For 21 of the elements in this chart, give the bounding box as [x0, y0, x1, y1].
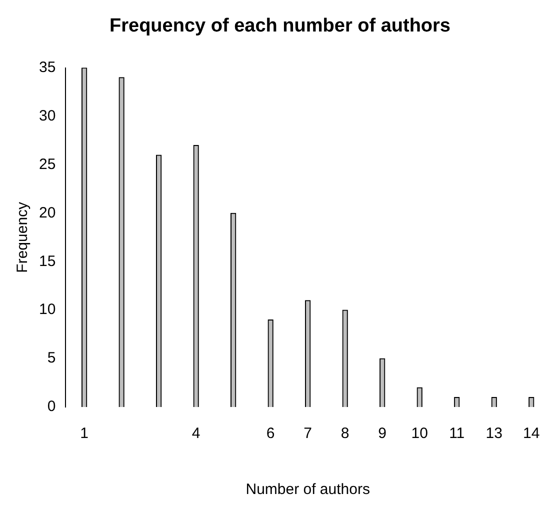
x-tick-label: 7	[304, 425, 312, 442]
y-tick-label: 35	[38, 58, 56, 76]
y-tick-label: 10	[38, 301, 56, 318]
y-tick-label: 30	[38, 107, 56, 124]
y-tick-label: 15	[38, 252, 56, 270]
chart-title: Frequency of each number of authors	[110, 16, 450, 37]
x-tick-label: 10	[411, 425, 428, 442]
x-tick-label: 4	[192, 425, 200, 442]
y-tick-label: 0	[47, 398, 56, 416]
x-tick-label: 11	[449, 425, 465, 442]
x-tick-label: 6	[266, 425, 275, 442]
y-axis-title: Frequency	[14, 201, 32, 273]
x-tick-label: 13	[486, 425, 502, 442]
y-tick-label: 25	[38, 156, 56, 173]
y-tick-label: 5	[47, 350, 56, 367]
x-tick-label: 8	[340, 425, 350, 442]
x-tick-label: 1	[80, 425, 88, 442]
x-tick-label: 14	[523, 425, 540, 442]
y-tick-label: 20	[38, 204, 56, 222]
x-axis-title: Number of authors	[246, 481, 370, 498]
x-tick-label: 9	[378, 425, 387, 442]
